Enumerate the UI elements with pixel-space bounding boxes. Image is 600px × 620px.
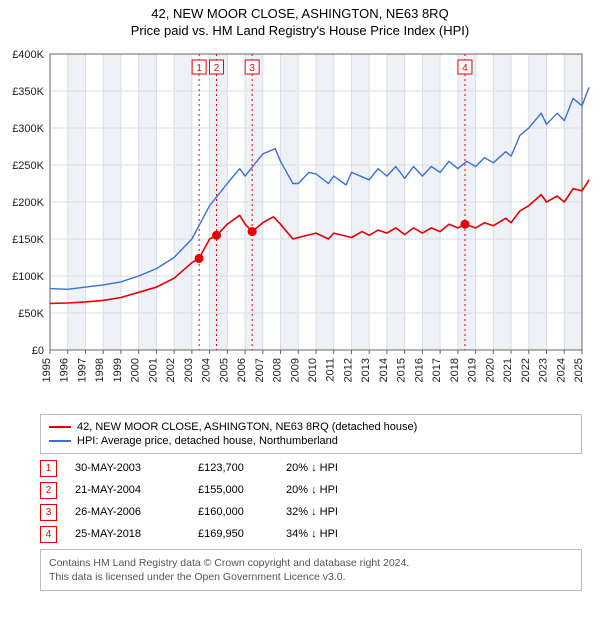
footer-line: This data is licensed under the Open Gov… — [49, 570, 573, 584]
svg-text:2012: 2012 — [342, 358, 354, 382]
table-row: 1 30-MAY-2003 £123,700 20% ↓ HPI — [40, 460, 582, 477]
legend-row: 42, NEW MOOR CLOSE, ASHINGTON, NE63 8RQ … — [49, 421, 573, 433]
svg-text:2020: 2020 — [484, 358, 496, 382]
event-pct: 20% ↓ HPI — [286, 462, 386, 474]
svg-text:2010: 2010 — [307, 358, 319, 382]
table-row: 3 26-MAY-2006 £160,000 32% ↓ HPI — [40, 504, 582, 521]
legend-swatch-hpi — [49, 440, 71, 442]
svg-text:2016: 2016 — [413, 358, 425, 382]
legend: 42, NEW MOOR CLOSE, ASHINGTON, NE63 8RQ … — [40, 414, 582, 454]
svg-text:£300K: £300K — [12, 123, 44, 135]
event-date: 26-MAY-2006 — [75, 506, 180, 518]
svg-text:2022: 2022 — [520, 358, 532, 382]
svg-text:£0: £0 — [32, 345, 44, 357]
event-price: £123,700 — [198, 462, 268, 474]
title-address: 42, NEW MOOR CLOSE, ASHINGTON, NE63 8RQ — [0, 6, 600, 23]
svg-text:1996: 1996 — [59, 358, 71, 382]
svg-text:£350K: £350K — [12, 86, 44, 98]
footer-line: Contains HM Land Registry data © Crown c… — [49, 556, 573, 570]
legend-row: HPI: Average price, detached house, Nort… — [49, 435, 573, 447]
svg-text:1999: 1999 — [112, 358, 124, 382]
svg-text:2000: 2000 — [130, 358, 142, 382]
svg-text:1997: 1997 — [76, 358, 88, 382]
svg-text:£150K: £150K — [12, 234, 44, 246]
svg-text:£100K: £100K — [12, 271, 44, 283]
svg-text:2019: 2019 — [467, 358, 479, 382]
legend-label: 42, NEW MOOR CLOSE, ASHINGTON, NE63 8RQ … — [77, 421, 417, 433]
chart-container: 42, NEW MOOR CLOSE, ASHINGTON, NE63 8RQ … — [0, 0, 600, 591]
titles: 42, NEW MOOR CLOSE, ASHINGTON, NE63 8RQ … — [0, 0, 600, 40]
event-price: £155,000 — [198, 484, 268, 496]
svg-text:2001: 2001 — [147, 358, 159, 382]
svg-text:3: 3 — [249, 63, 255, 74]
svg-text:1998: 1998 — [94, 358, 106, 382]
svg-text:2007: 2007 — [254, 358, 266, 382]
table-row: 4 25-MAY-2018 £169,950 34% ↓ HPI — [40, 526, 582, 543]
chart-area: £0 £50K £100K £150K £200K £250K £300K £350K £400… — [0, 40, 600, 410]
svg-text:2002: 2002 — [165, 358, 177, 382]
svg-text:2024: 2024 — [555, 358, 567, 382]
events-table: 1 30-MAY-2003 £123,700 20% ↓ HPI 2 21-MA… — [40, 460, 582, 543]
svg-text:1: 1 — [196, 63, 202, 74]
legend-label: HPI: Average price, detached house, Nort… — [77, 435, 338, 447]
svg-text:£400K: £400K — [12, 49, 44, 61]
svg-text:2005: 2005 — [218, 358, 230, 382]
svg-text:2009: 2009 — [289, 358, 301, 382]
event-date: 25-MAY-2018 — [75, 528, 180, 540]
svg-text:2017: 2017 — [431, 358, 443, 382]
line-chart-svg: £0 £50K £100K £150K £200K £250K £300K £350K £400… — [0, 40, 600, 410]
svg-text:£50K: £50K — [18, 308, 44, 320]
svg-text:1995: 1995 — [41, 358, 53, 382]
event-pct: 20% ↓ HPI — [286, 484, 386, 496]
event-marker-icon: 4 — [40, 526, 57, 543]
event-pct: 34% ↓ HPI — [286, 528, 386, 540]
svg-text:2025: 2025 — [573, 358, 585, 382]
svg-text:2021: 2021 — [502, 358, 514, 382]
svg-text:2008: 2008 — [272, 358, 284, 382]
svg-text:2006: 2006 — [236, 358, 248, 382]
event-date: 21-MAY-2004 — [75, 484, 180, 496]
event-marker-icon: 1 — [40, 460, 57, 477]
svg-text:2014: 2014 — [378, 358, 390, 382]
svg-text:£200K: £200K — [12, 197, 44, 209]
event-price: £169,950 — [198, 528, 268, 540]
event-price: £160,000 — [198, 506, 268, 518]
svg-text:2018: 2018 — [449, 358, 461, 382]
event-marker-icon: 2 — [40, 482, 57, 499]
svg-text:2011: 2011 — [325, 358, 337, 382]
title-subtitle: Price paid vs. HM Land Registry's House … — [0, 23, 600, 40]
table-row: 2 21-MAY-2004 £155,000 20% ↓ HPI — [40, 482, 582, 499]
svg-text:2: 2 — [214, 63, 220, 74]
svg-text:2004: 2004 — [201, 358, 213, 382]
svg-text:4: 4 — [462, 63, 468, 74]
event-pct: 32% ↓ HPI — [286, 506, 386, 518]
footer-attribution: Contains HM Land Registry data © Crown c… — [40, 549, 582, 591]
svg-text:2003: 2003 — [183, 358, 195, 382]
legend-swatch-property — [49, 426, 71, 428]
svg-text:2015: 2015 — [396, 358, 408, 382]
svg-text:2023: 2023 — [538, 358, 550, 382]
svg-text:2013: 2013 — [360, 358, 372, 382]
event-marker-icon: 3 — [40, 504, 57, 521]
svg-text:£250K: £250K — [12, 160, 44, 172]
event-date: 30-MAY-2003 — [75, 462, 180, 474]
